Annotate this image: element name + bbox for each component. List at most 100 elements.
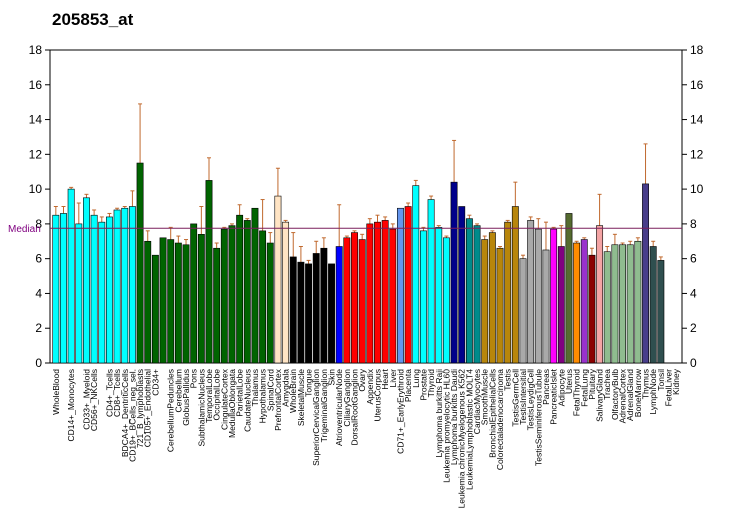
bar	[105, 216, 113, 364]
category-label: SmoothMuscle	[480, 369, 490, 425]
category-label: CD105+_Endothelial	[143, 369, 153, 447]
bar	[205, 180, 213, 364]
bar	[634, 240, 642, 364]
category-label: BDCA4+_DentriticCells	[120, 369, 130, 457]
y-tick-label-left: 12	[29, 147, 43, 161]
category-label: OlfactoryBulb	[610, 369, 620, 420]
bar	[504, 221, 512, 364]
bar	[596, 225, 604, 364]
bar	[358, 239, 366, 364]
category-label: FetalLung	[579, 369, 589, 407]
bar	[527, 220, 535, 364]
bar	[419, 230, 427, 364]
bar	[642, 183, 649, 364]
category-label: DorsalRootGanglion	[350, 369, 360, 446]
y-tick-label-left: 2	[35, 321, 42, 335]
bar	[128, 206, 136, 364]
median-label: Median	[8, 224, 41, 235]
bar	[274, 195, 282, 364]
category-label: SalivaryGland	[595, 369, 605, 422]
bar	[343, 237, 351, 364]
bar	[167, 239, 175, 364]
category-label: Pituitary	[587, 368, 597, 399]
bar	[297, 261, 305, 364]
plot-frame	[49, 49, 683, 364]
y-tick-label-right: 16	[690, 78, 704, 92]
y-tick-label-left: 18	[29, 43, 43, 57]
bar	[542, 249, 550, 364]
category-label: BronchialEpithelialCells	[487, 369, 497, 458]
category-label: Skin	[327, 369, 337, 386]
bar	[243, 220, 251, 364]
category-label: TemporalLobe	[204, 369, 214, 423]
bar	[488, 232, 496, 364]
bar	[374, 221, 381, 364]
category-label: Prostate	[418, 369, 428, 401]
bar	[611, 244, 619, 364]
y-tick-label-right: 8	[690, 217, 697, 231]
category-label: PrefrontalCortex	[273, 368, 283, 431]
bar	[335, 246, 343, 364]
bar	[580, 239, 588, 364]
y-tick-label-right: 4	[690, 286, 697, 300]
bar	[266, 242, 274, 364]
bar	[52, 214, 60, 364]
bar	[473, 225, 481, 364]
bar	[511, 206, 519, 364]
bar	[351, 232, 358, 364]
bar	[435, 227, 443, 364]
category-label: Pancreas	[541, 369, 551, 405]
bar	[60, 213, 67, 364]
bar	[144, 240, 152, 364]
y-tick-label-left: 0	[35, 356, 42, 370]
bar	[619, 244, 627, 364]
y-tick-label-right: 12	[690, 147, 704, 161]
median-line-group: Median	[8, 224, 682, 235]
bar	[496, 247, 504, 364]
bar	[90, 214, 98, 364]
category-label: LymphNode	[648, 369, 658, 415]
bar	[657, 260, 665, 364]
category-label: GlobusPallidus	[181, 369, 191, 426]
category-label: CD8+_Tcells	[112, 369, 122, 417]
bars	[52, 103, 665, 364]
bar	[282, 221, 290, 364]
bar	[649, 246, 657, 364]
category-label: Uterus	[564, 369, 574, 394]
y-tick-label-left: 4	[35, 286, 42, 300]
category-label: AdrenalCortex	[618, 368, 628, 423]
y-tick-label-left: 6	[35, 252, 42, 266]
bar	[557, 246, 565, 364]
bar	[404, 206, 412, 364]
bar	[312, 253, 320, 364]
category-label: WholeBrain	[288, 369, 298, 413]
category-label: Placenta	[403, 369, 413, 402]
category-labels: WholeBlood CD14+_Monocytes CD33+_MyeloidCD…	[51, 368, 681, 508]
category-label: LeukemiaLymphoblastic MOLT4	[464, 369, 474, 490]
category-label: Pons	[189, 369, 199, 388]
bar	[427, 199, 435, 364]
bar	[236, 214, 244, 364]
category-label: TestisSeminiferousTubule	[533, 369, 543, 466]
category-label: FetalLiver	[664, 369, 674, 406]
y-tick-label-right: 6	[690, 252, 697, 266]
category-label: Kidney	[671, 368, 681, 395]
y-tick-label-right: 2	[690, 321, 697, 335]
category-label: Lung	[411, 369, 421, 388]
category-label: UterusCorpus	[372, 369, 382, 421]
category-label: TrigeminalGanglion	[319, 369, 329, 443]
bar	[197, 234, 205, 364]
category-label: CD14+_Monocytes	[66, 369, 76, 442]
category-label: AtrioventricularNode	[334, 369, 344, 446]
category-label: FetalThyroid	[572, 369, 582, 417]
category-label: Tonsil	[656, 369, 666, 391]
bar	[442, 237, 450, 364]
bar	[113, 209, 121, 364]
bar	[573, 242, 581, 364]
category-label: ParietalLobe	[235, 369, 245, 417]
category-label: CD19+_BCells_neg_sel.	[127, 369, 137, 462]
category-label: Hypothalamus	[258, 369, 268, 423]
y-tick-label-right: 18	[690, 43, 704, 57]
bar	[565, 213, 573, 364]
